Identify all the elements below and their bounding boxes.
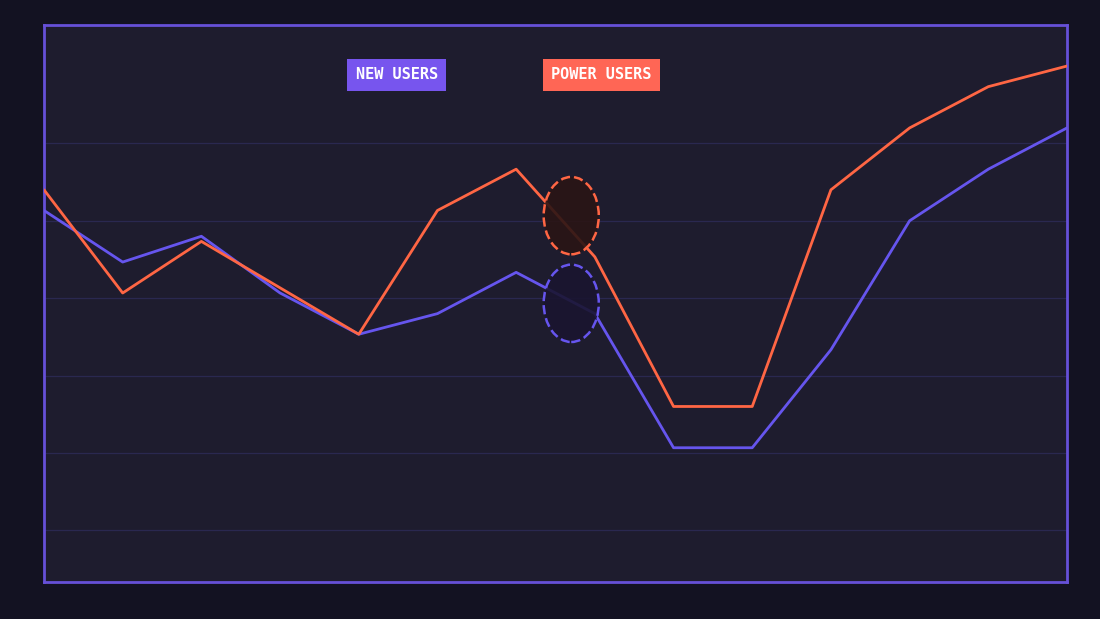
Ellipse shape — [543, 265, 598, 342]
Ellipse shape — [543, 177, 598, 254]
Text: POWER USERS: POWER USERS — [551, 67, 651, 82]
Text: NEW USERS: NEW USERS — [356, 67, 438, 82]
